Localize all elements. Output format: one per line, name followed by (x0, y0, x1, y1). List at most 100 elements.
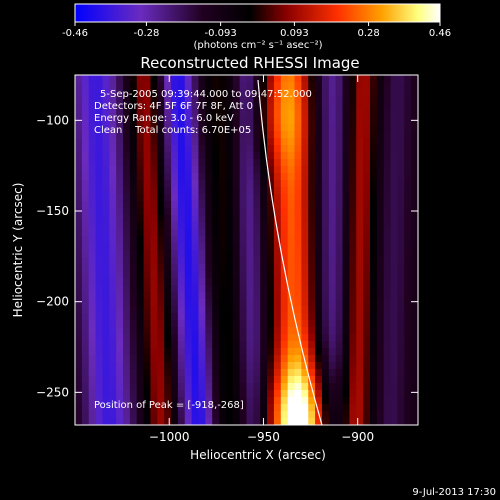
heatmap-cell (232, 229, 241, 237)
heatmap-cell (260, 117, 268, 125)
heatmap-cell (287, 96, 296, 104)
heatmap-cell (191, 278, 200, 286)
heatmap-cell (81, 390, 90, 398)
heatmap-cell (164, 376, 172, 384)
heatmap-cell (390, 215, 399, 223)
heatmap-cell (171, 320, 179, 328)
heatmap-cell (219, 166, 227, 174)
heatmap-cell (123, 292, 131, 300)
heatmap-cell (390, 313, 399, 321)
heatmap-cell (171, 285, 179, 293)
heatmap-cell (205, 348, 213, 356)
heatmap-cell (246, 404, 254, 412)
heatmap-cell (116, 201, 124, 209)
heatmap-cell (102, 138, 110, 146)
heatmap-cell (219, 306, 227, 314)
heatmap-cell (246, 138, 254, 146)
heatmap-cell (308, 271, 316, 279)
heatmap-cell (253, 187, 261, 195)
heatmap-cell (246, 222, 254, 230)
heatmap-cell (157, 250, 165, 258)
heatmap-cell (246, 257, 254, 265)
heatmap-cell (246, 348, 254, 356)
heatmap-cell (88, 264, 97, 272)
heatmap-cell (75, 243, 83, 251)
heatmap-cell (164, 285, 172, 293)
heatmap-cell (342, 250, 350, 258)
heatmap-cell (205, 96, 213, 104)
heatmap-cell (95, 131, 104, 139)
heatmap-cell (315, 285, 323, 293)
heatmap-cell (177, 334, 186, 342)
heatmap-cell (404, 278, 412, 286)
heatmap-cell (411, 334, 418, 342)
heatmap-cell (164, 131, 172, 139)
heatmap-cell (171, 376, 179, 384)
heatmap-cell (349, 362, 357, 370)
heatmap-cell (383, 215, 392, 223)
heatmap-cell (308, 82, 316, 90)
heatmap-cell (164, 222, 172, 230)
heatmap-cell (171, 208, 179, 216)
heatmap-cell (150, 236, 158, 244)
heatmap-cell (239, 320, 248, 328)
heatmap-cell (75, 327, 83, 335)
heatmap-cell (143, 313, 152, 321)
annotation-detectors: Detectors: 4F 5F 6F 7F 8F, Att 0 (94, 101, 253, 112)
x-axis-label: Heliocentric X (arcsec) (190, 448, 326, 462)
heatmap-cell (356, 89, 364, 97)
heatmap-cell (294, 131, 302, 139)
x-axis-ticks: −1000 −950 −900 (149, 75, 374, 444)
heatmap-cell (280, 404, 289, 412)
heatmap-cell (273, 117, 282, 125)
heatmap-cell (321, 110, 330, 118)
heatmap-cell (212, 152, 220, 160)
heatmap-cell (335, 390, 344, 398)
heatmap-cell (404, 194, 412, 202)
heatmap-cell (123, 341, 131, 349)
heatmap-cell (75, 159, 83, 167)
heatmap-cell (273, 271, 282, 279)
heatmap-cell (363, 187, 371, 195)
heatmap-cell (123, 369, 131, 377)
chart-title: Reconstructed RHESSI Image (140, 54, 359, 72)
heatmap-cell (109, 131, 117, 139)
heatmap-cell (246, 173, 254, 181)
heatmap-cell (397, 110, 405, 118)
heatmap-cell (342, 110, 350, 118)
heatmap-cell (321, 159, 330, 167)
heatmap-cell (88, 187, 97, 195)
heatmap-cell (328, 194, 337, 202)
heatmap-cell (123, 117, 131, 125)
heatmap-cell (129, 299, 138, 307)
heatmap-cell (150, 404, 158, 412)
heatmap-cell (294, 341, 302, 349)
heatmap-cell (287, 362, 296, 370)
heatmap-cell (171, 82, 179, 90)
heatmap-cell (177, 187, 186, 195)
heatmap-cell (308, 110, 316, 118)
heatmap-cell (177, 250, 186, 258)
heatmap-cell (225, 89, 234, 97)
colorbar-tick-label: 0.28 (357, 28, 379, 39)
heatmap-cell (349, 299, 357, 307)
heatmap-cell (287, 152, 296, 160)
heatmap-cell (411, 250, 418, 258)
heatmap-cell (191, 299, 200, 307)
heatmap-cell (301, 159, 309, 167)
heatmap-cell (116, 327, 124, 335)
heatmap-cell (123, 243, 131, 251)
heatmap-cell (205, 243, 213, 251)
heatmap-cell (191, 383, 200, 391)
heatmap-cell (363, 299, 371, 307)
heatmap-cell (75, 306, 83, 314)
heatmap-cell (75, 138, 83, 146)
heatmap-cell (411, 110, 418, 118)
heatmap-cell (287, 229, 296, 237)
heatmap-cell (75, 96, 83, 104)
heatmap-cell (383, 89, 392, 97)
heatmap-cell (280, 110, 289, 118)
heatmap-cell (383, 348, 392, 356)
heatmap-cell (81, 411, 90, 419)
heatmap-cell (404, 208, 412, 216)
